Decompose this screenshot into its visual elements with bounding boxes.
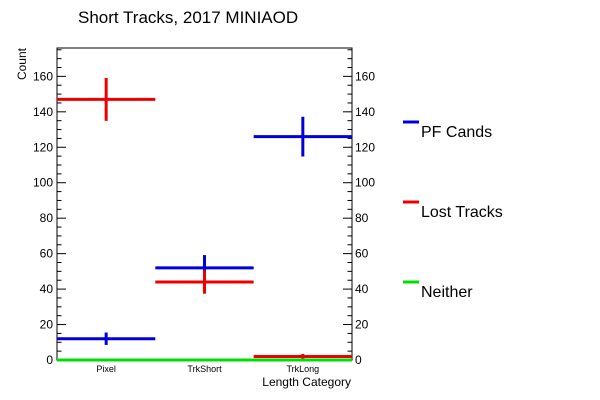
x-axis-label: Length Category [262,375,351,389]
y-axis-label: Count [15,47,29,80]
legend-label: Neither [421,284,473,301]
plot-border [56,47,353,361]
legend-label: Lost Tracks [421,204,503,221]
y-tick-label-left: 80 [40,211,54,225]
y-tick-label-left: 160 [33,69,53,83]
y-tick-label-left: 100 [33,176,53,190]
legend: PF Cands Lost Tracks Neither [403,120,503,301]
legend-label: PF Cands [421,124,492,141]
plot-frame [56,47,353,361]
y-tick-label-left: 40 [40,282,54,296]
y-tick-label-right: 140 [355,105,375,119]
x-tick-label: Pixel [96,364,116,374]
y-tick-label-right: 0 [355,353,362,367]
y-tick-label-right: 60 [355,247,369,261]
y-tick-label-right: 100 [355,176,375,190]
y-tick-label-right: 80 [355,211,369,225]
axis-ticks: 0 0 20 20 40 40 60 60 80 80 100 100 120 120 140 140 160 1… [33,49,375,374]
x-tick-label: TrkShort [187,364,222,374]
y-tick-label-right: 160 [355,69,375,83]
y-tick-label-left: 60 [40,247,54,261]
y-tick-label-left: 140 [33,105,53,119]
y-tick-label-left: 20 [40,318,54,332]
y-tick-label-right: 20 [355,318,369,332]
y-tick-label-left: 120 [33,140,53,154]
y-tick-label-right: 120 [355,140,375,154]
chart-title: Short Tracks, 2017 MINIAOD [78,8,298,27]
series-layer [57,77,352,362]
y-tick-label-left: 0 [46,353,53,367]
y-tick-label-right: 40 [355,282,369,296]
x-tick-label: TrkLong [286,364,319,374]
